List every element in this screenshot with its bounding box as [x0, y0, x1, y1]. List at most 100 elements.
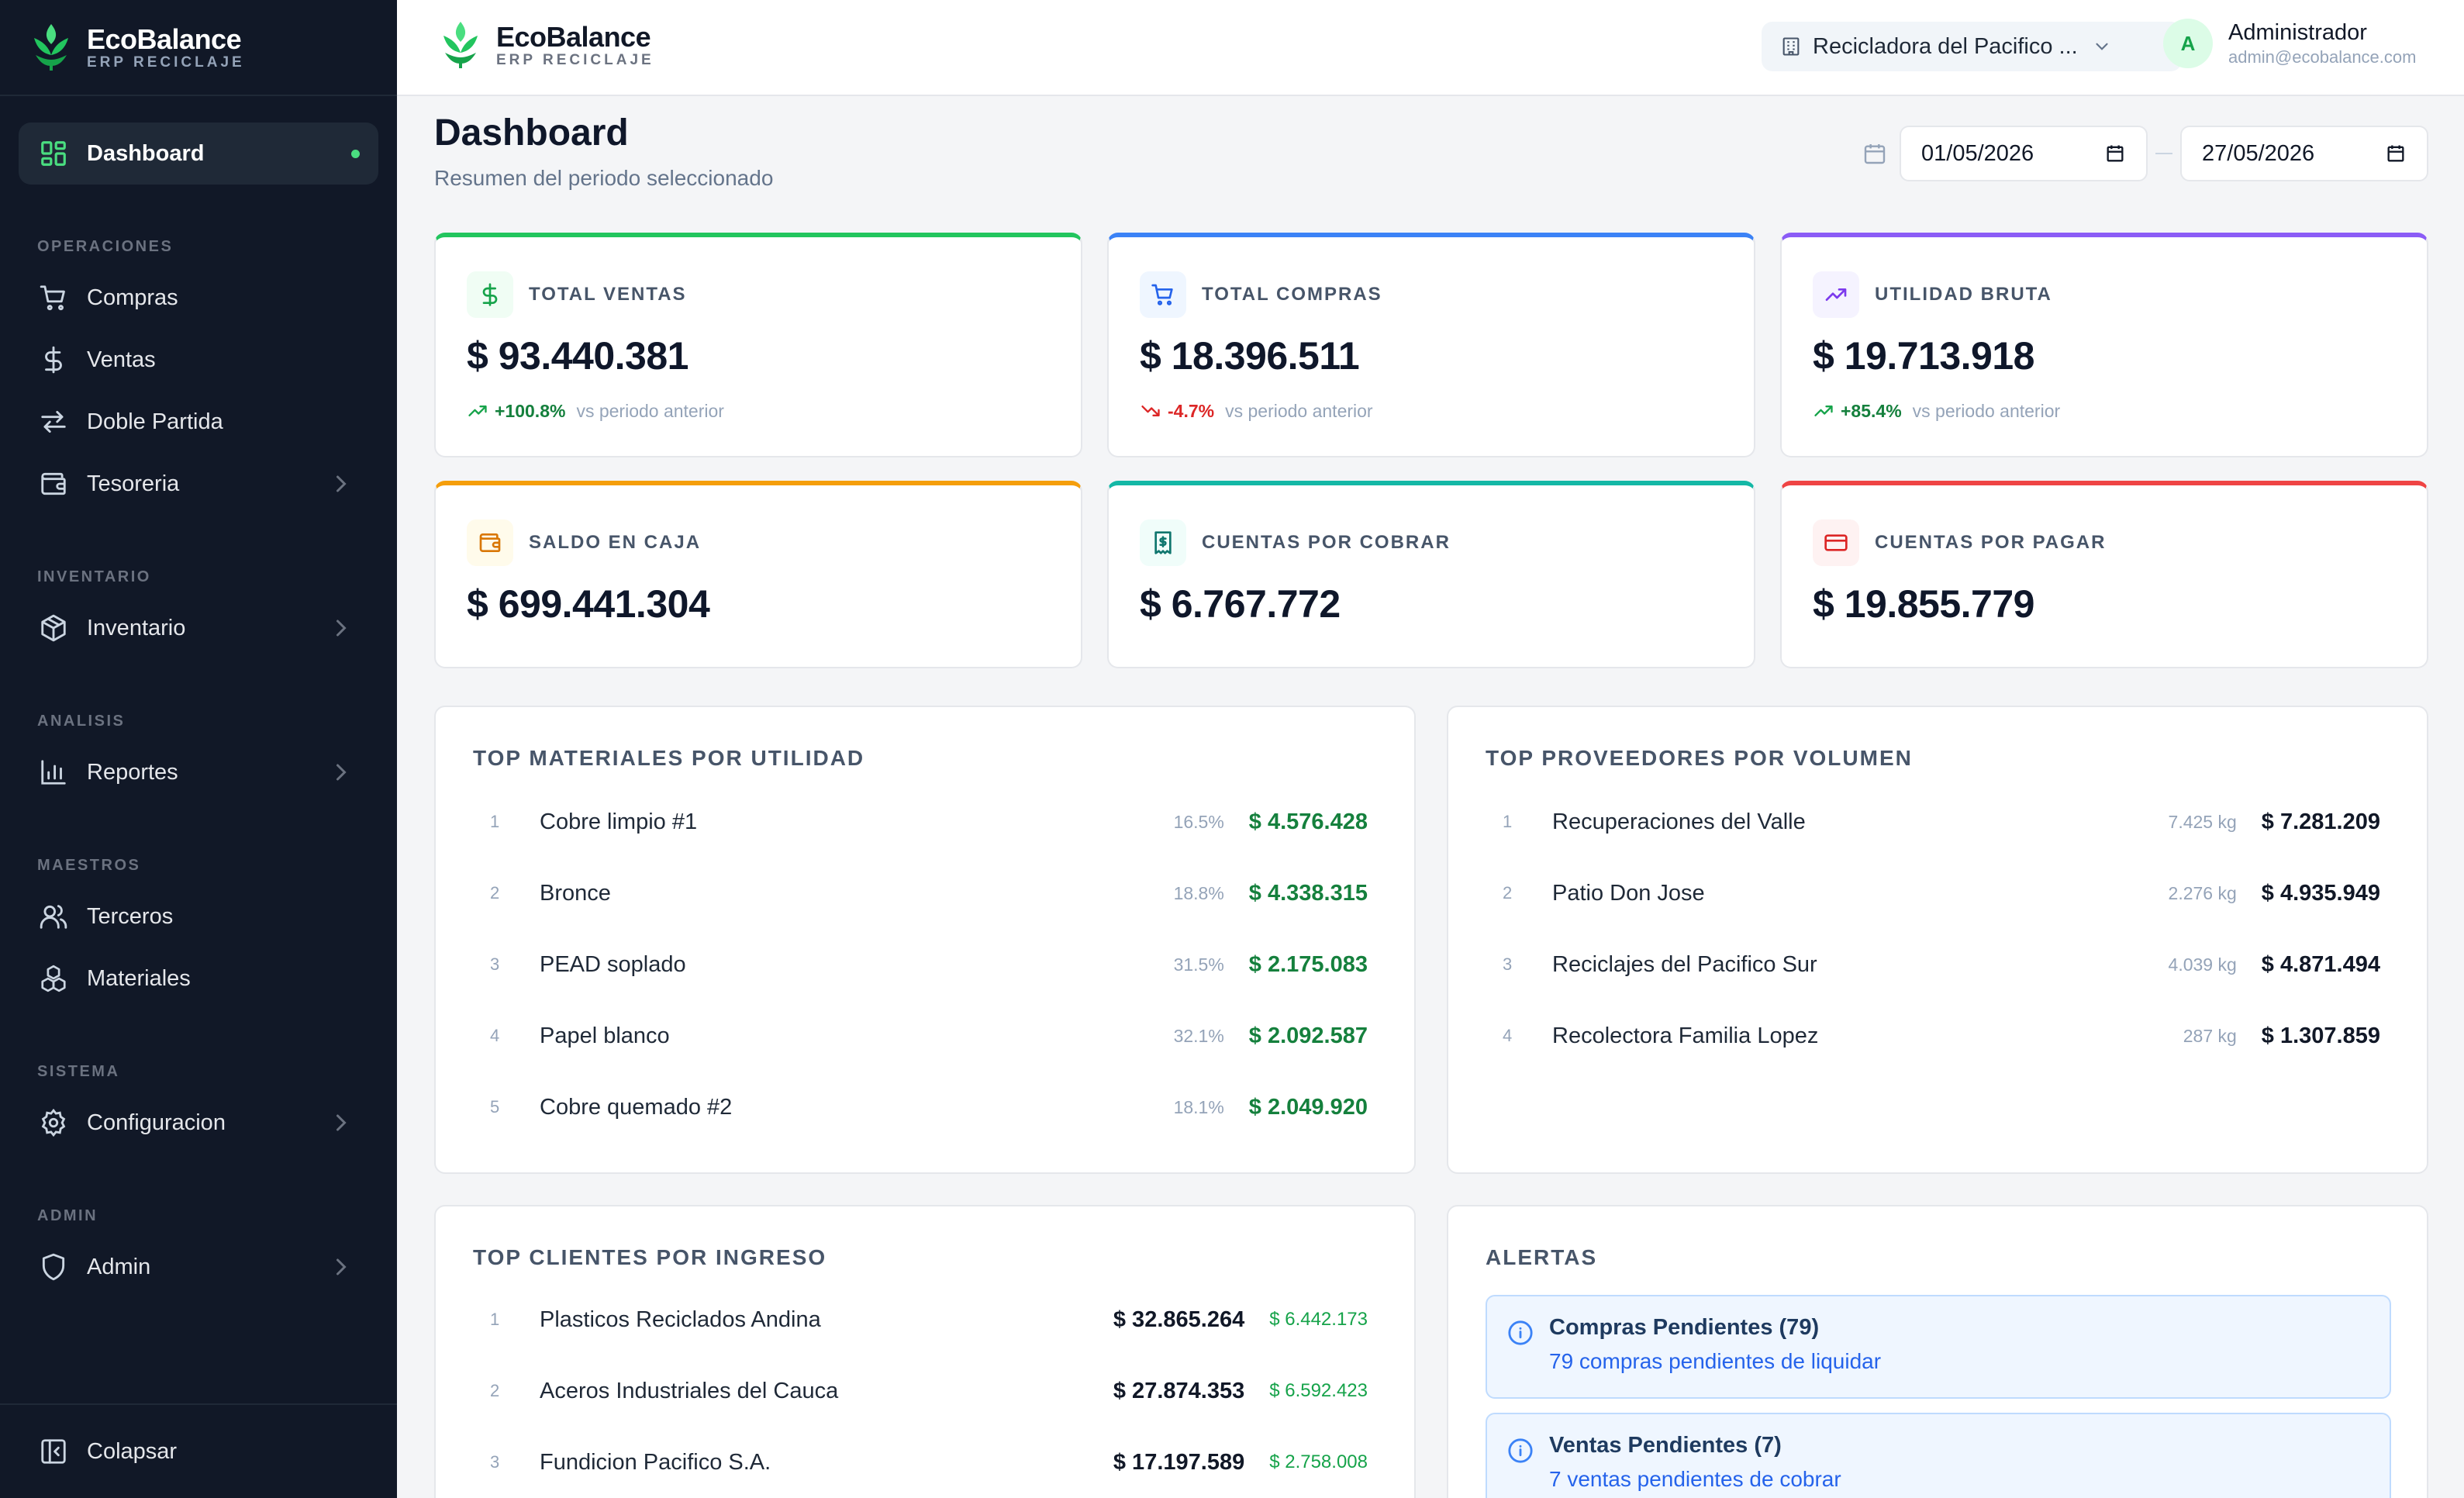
alert-title: Compras Pendientes (79): [1549, 1315, 1820, 1340]
sidebar-item-inventario[interactable]: Inventario: [19, 597, 378, 659]
table-row[interactable]: 5 Cobre quemado #2 18.1% $ 2.049.920: [473, 1072, 1368, 1143]
table-row[interactable]: 4 Papel blanco 32.1% $ 2.092.587: [473, 1000, 1368, 1072]
kpi-label: UTILIDAD BRUTA: [1875, 284, 2052, 305]
row-rank: 4: [1503, 1026, 1513, 1045]
row-rank: 3: [1503, 954, 1513, 974]
date-from-input[interactable]: 01/05/2026: [1900, 126, 2148, 181]
table-row[interactable]: 1 Cobre limpio #1 16.5% $ 4.576.428: [473, 786, 1368, 858]
sidebar-item-label: Ventas: [87, 347, 156, 372]
calendar-picker-icon[interactable]: [2385, 143, 2407, 164]
wallet-icon: [467, 519, 513, 566]
page-subtitle: Resumen del periodo seleccionado: [434, 166, 774, 190]
user-menu[interactable]: A Administrador admin@ecobalance.com: [2163, 19, 2416, 68]
table-row[interactable]: 2 Bronce 18.8% $ 4.338.315: [473, 858, 1368, 929]
sidebar-item-dashboard[interactable]: Dashboard: [19, 123, 378, 185]
collapse-button[interactable]: Colapsar: [19, 1420, 378, 1482]
table-row[interactable]: 3 Reciclajes del Pacifico Sur 4.039 kg $…: [1486, 929, 2380, 1000]
trending-up-icon: [468, 406, 487, 416]
kpi-label: CUENTAS POR COBRAR: [1202, 532, 1451, 553]
kpi-trend-percent: +85.4%: [1841, 400, 1902, 421]
row-name: Patio Don Jose: [1552, 880, 1705, 906]
row-kg: 4.039 kg: [2168, 954, 2237, 975]
sidebar-item-configuracion[interactable]: Configuracion: [19, 1092, 378, 1154]
kpi-label: CUENTAS POR PAGAR: [1875, 532, 2107, 553]
date-to-input[interactable]: 27/05/2026: [2180, 126, 2428, 181]
sidebar-item-label: Compras: [87, 285, 178, 310]
receipt-icon: [1140, 519, 1186, 566]
row-rank: 1: [490, 1310, 500, 1329]
table-row[interactable]: 2 Aceros Industriales del Cauca $ 27.874…: [473, 1355, 1368, 1427]
dollar-icon: [37, 343, 70, 376]
table-row[interactable]: 3 Fundicion Pacifico S.A. $ 17.197.589 $…: [473, 1427, 1368, 1498]
kpi-label: TOTAL VENTAS: [529, 284, 687, 305]
arrows-exchange-icon: [37, 406, 70, 438]
sidebar-item-materiales[interactable]: Materiales: [19, 947, 378, 1010]
table-row[interactable]: 1 Recuperaciones del Valle 7.425 kg $ 7.…: [1486, 786, 2380, 858]
brand-subtitle: ERP RECICLAJE: [496, 52, 654, 68]
table-row[interactable]: 1 Plasticos Reciclados Andina $ 32.865.2…: [473, 1284, 1368, 1355]
sidebar-brand[interactable]: EcoBalance ERP RECICLAJE: [0, 0, 397, 96]
gear-icon: [37, 1106, 70, 1139]
row-percent: 32.1%: [1173, 1025, 1224, 1046]
sidebar-item-terceros[interactable]: Terceros: [19, 885, 378, 947]
panel-top-proveedores: TOP PROVEEDORES POR VOLUMEN 1 Recuperaci…: [1447, 706, 2428, 1174]
package-box-icon: [37, 612, 70, 644]
section-label-sistema: SISTEMA: [37, 1063, 120, 1080]
row-value: $ 4.935.949: [2261, 880, 2380, 906]
kpi-value: $ 19.855.779: [1813, 582, 2034, 626]
chevron-right-icon: [336, 475, 347, 492]
building-icon: [1782, 37, 1800, 56]
sidebar-item-label: Inventario: [87, 615, 186, 640]
brand-subtitle: ERP RECICLAJE: [87, 54, 245, 71]
kpi-card-saldo-caja: SALDO EN CAJA $ 699.441.304: [434, 481, 1082, 668]
kpi-value: $ 18.396.511: [1140, 334, 1360, 378]
table-row[interactable]: 4 Recolectora Familia Lopez 287 kg $ 1.3…: [1486, 1000, 2380, 1072]
row-rank: 1: [1503, 812, 1513, 831]
date-range: 01/05/2026 27/05/2026: [1862, 126, 2428, 181]
sidebar-item-ventas[interactable]: Ventas: [19, 329, 378, 391]
row-value: $ 2.049.920: [1248, 1094, 1368, 1120]
panel-title: ALERTAS: [1486, 1245, 1598, 1269]
table-row[interactable]: 2 Patio Don Jose 2.276 kg $ 4.935.949: [1486, 858, 2380, 929]
row-name: Papel blanco: [540, 1023, 670, 1048]
row-kg: 287 kg: [2183, 1025, 2237, 1046]
collapse-label: Colapsar: [87, 1438, 178, 1464]
sidebar: EcoBalance ERP RECICLAJE Dashboard OPERA…: [0, 0, 397, 1498]
panel-alertas: ALERTAS Compras Pendientes (79) 79 compr…: [1447, 1205, 2428, 1498]
boxes-icon: [37, 962, 70, 995]
user-email: admin@ecobalance.com: [2228, 47, 2417, 67]
sidebar-item-admin[interactable]: Admin: [19, 1236, 378, 1298]
active-indicator-dot: [351, 150, 360, 158]
alert-compras-pendientes[interactable]: Compras Pendientes (79) 79 compras pendi…: [1486, 1295, 2391, 1399]
kpi-card-cuentas-pagar: CUENTAS POR PAGAR $ 19.855.779: [1780, 481, 2428, 668]
kpi-value: $ 93.440.381: [467, 334, 688, 378]
chevron-right-icon: [336, 620, 347, 637]
info-icon: [1508, 1438, 1533, 1463]
sidebar-item-compras[interactable]: Compras: [19, 267, 378, 329]
sidebar-item-doble-partida[interactable]: Doble Partida: [19, 391, 378, 453]
alert-text: 7 ventas pendientes de cobrar: [1549, 1467, 1841, 1491]
row-profit: $ 6.592.423: [1269, 1380, 1368, 1401]
row-value: $ 4.338.315: [1248, 880, 1368, 906]
chevron-right-icon: [336, 764, 347, 781]
alert-ventas-pendientes[interactable]: Ventas Pendientes (7) 7 ventas pendiente…: [1486, 1413, 2391, 1498]
row-value: $ 32.865.264: [1113, 1306, 1245, 1332]
panel-top-clientes: TOP CLIENTES POR INGRESO 1 Plasticos Rec…: [434, 1205, 1416, 1498]
row-rank: 2: [490, 883, 500, 903]
row-rank: 4: [490, 1026, 500, 1045]
leaf-logo-icon: [34, 24, 68, 71]
table-row[interactable]: 3 PEAD soplado 31.5% $ 2.175.083: [473, 929, 1368, 1000]
calendar-picker-icon[interactable]: [2104, 143, 2126, 164]
alert-title: Ventas Pendientes (7): [1549, 1433, 1782, 1458]
kpi-trend-note: vs periodo anterior: [1225, 400, 1373, 421]
sidebar-item-tesoreria[interactable]: Tesoreria: [19, 453, 378, 515]
trending-down-icon: [1141, 406, 1160, 416]
sidebar-item-label: Reportes: [87, 759, 178, 785]
row-percent: 31.5%: [1173, 954, 1224, 975]
shield-icon: [37, 1251, 70, 1283]
row-rank: 5: [490, 1097, 500, 1117]
dashboard-grid-icon: [37, 137, 70, 170]
company-selector[interactable]: Recicladora del Pacifico ...: [1762, 22, 2182, 71]
sidebar-item-reportes[interactable]: Reportes: [19, 741, 378, 803]
sidebar-item-label: Dashboard: [87, 140, 205, 166]
